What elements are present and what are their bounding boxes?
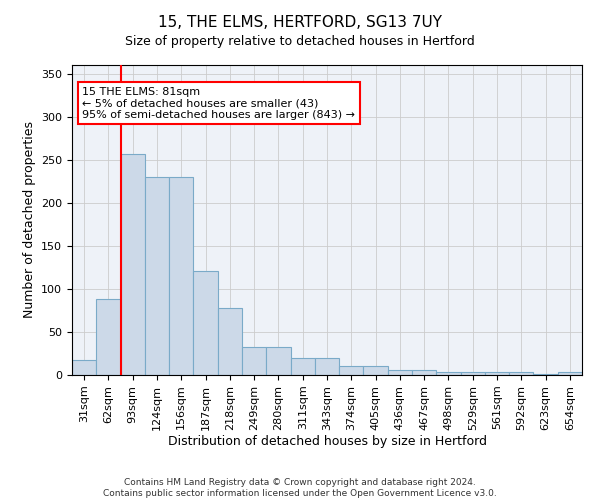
Bar xyxy=(461,372,485,375)
Bar xyxy=(339,366,364,375)
Bar xyxy=(169,177,193,375)
Bar xyxy=(242,346,266,375)
Bar xyxy=(193,271,218,375)
Bar xyxy=(388,370,412,375)
Text: Size of property relative to detached houses in Hertford: Size of property relative to detached ho… xyxy=(125,35,475,48)
Bar xyxy=(266,346,290,375)
Bar xyxy=(412,370,436,375)
Bar xyxy=(558,372,582,375)
Bar xyxy=(485,372,509,375)
X-axis label: Distribution of detached houses by size in Hertford: Distribution of detached houses by size … xyxy=(167,436,487,448)
Bar xyxy=(72,360,96,375)
Text: Contains HM Land Registry data © Crown copyright and database right 2024.
Contai: Contains HM Land Registry data © Crown c… xyxy=(103,478,497,498)
Y-axis label: Number of detached properties: Number of detached properties xyxy=(23,122,35,318)
Bar xyxy=(436,372,461,375)
Bar xyxy=(364,366,388,375)
Text: 15, THE ELMS, HERTFORD, SG13 7UY: 15, THE ELMS, HERTFORD, SG13 7UY xyxy=(158,15,442,30)
Bar xyxy=(218,308,242,375)
Bar xyxy=(121,154,145,375)
Bar xyxy=(509,372,533,375)
Bar xyxy=(533,374,558,375)
Bar xyxy=(315,358,339,375)
Bar xyxy=(290,358,315,375)
Bar xyxy=(96,299,121,375)
Text: 15 THE ELMS: 81sqm
← 5% of detached houses are smaller (43)
95% of semi-detached: 15 THE ELMS: 81sqm ← 5% of detached hous… xyxy=(82,86,355,120)
Bar xyxy=(145,177,169,375)
